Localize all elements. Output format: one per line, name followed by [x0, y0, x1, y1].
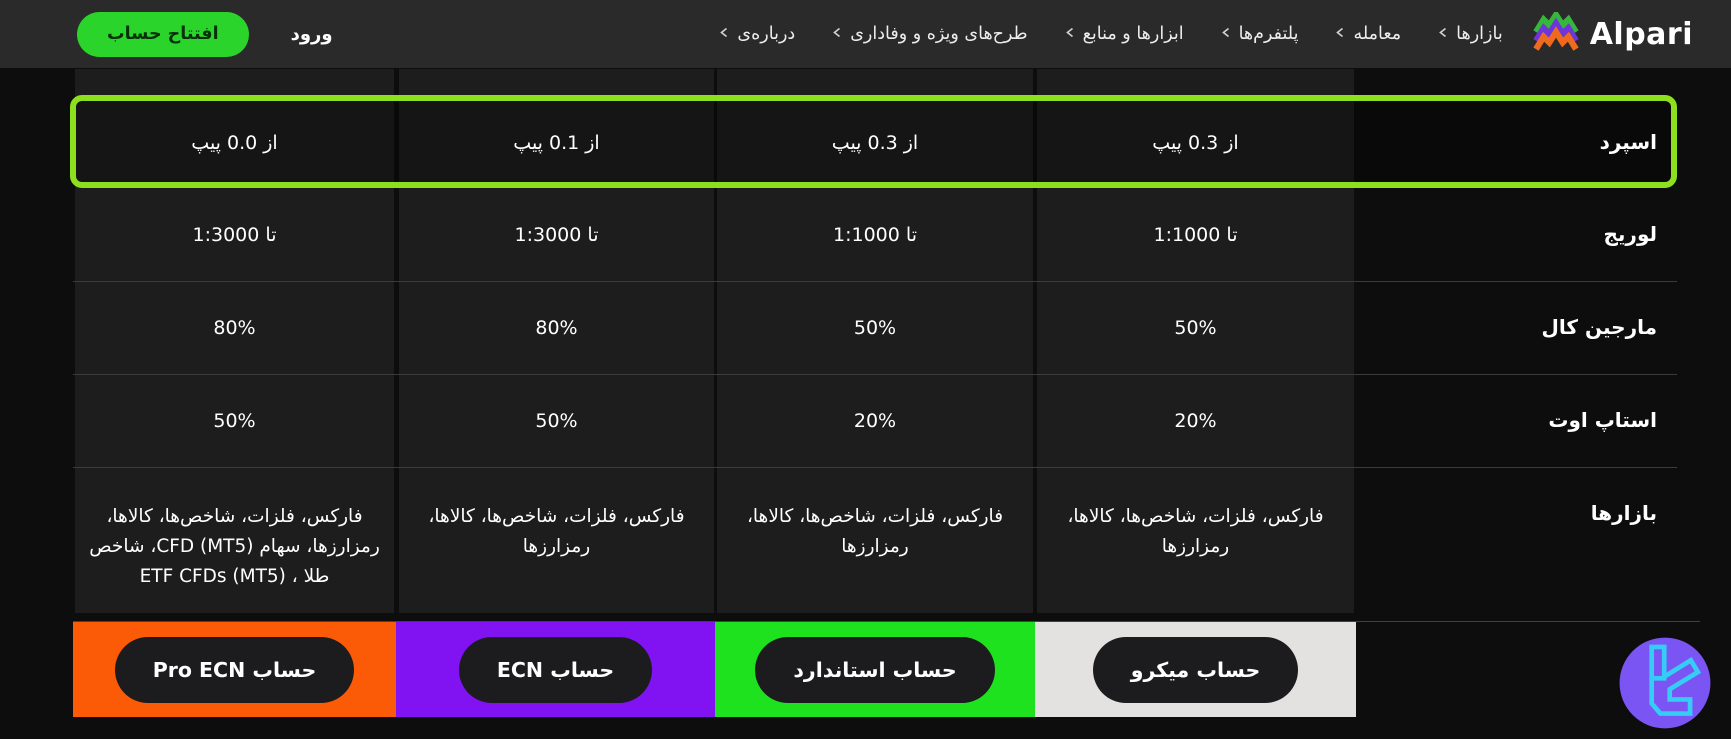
row-label-markets: بازارها	[1590, 501, 1657, 525]
column-stripe-ecn	[399, 69, 714, 613]
column-stripe-standard	[717, 69, 1033, 613]
row-label-leverage: لوریج	[1603, 222, 1658, 246]
nav-item-label: بازارها	[1456, 24, 1503, 44]
cell-markets-standard: فارکس، فلزات، شاخص‌ها، کالاها، رمزارزها	[746, 506, 1004, 557]
cell-margin-call-micro: 50%	[1174, 317, 1217, 339]
nav-item-0[interactable]: بازارها	[1438, 24, 1503, 44]
nav-item-3[interactable]: ابزارها و منابع	[1065, 24, 1184, 44]
open-account-button[interactable]: افتتاح حساب	[77, 11, 249, 57]
account-button-micro[interactable]: حساب میکرو	[1092, 636, 1299, 703]
row-label-margin-call: مارجین کال	[1541, 315, 1657, 339]
account-button-pro-ecn[interactable]: حساب Pro ECN	[114, 636, 355, 703]
cell-markets-pro-ecn: فارکس، فلزات، شاخص‌ها، کالاها، رمزارزها،…	[89, 506, 380, 587]
cell-stop-out-pro-ecn: 50%	[213, 410, 256, 432]
row-divider	[73, 621, 1700, 622]
account-button-ecn[interactable]: حساب ECN	[458, 636, 653, 703]
watermark-badge	[1618, 636, 1712, 730]
cell-margin-call-ecn: 80%	[535, 317, 578, 339]
accounts-comparison-table: اسپرد از 0.3 پیپ از 0.3 پیپ از 0.1 پیپ از 0.…	[0, 68, 1731, 739]
nav-item-2[interactable]: پلتفرم‌ها	[1221, 24, 1299, 44]
cell-markets-ecn: فارکس، فلزات، شاخص‌ها، کالاها، رمزارزها	[428, 506, 685, 557]
nav-item-1[interactable]: معامله	[1335, 24, 1401, 44]
cell-markets-micro: فارکس، فلزات، شاخص‌ها، کالاها، رمزارزها	[1067, 506, 1324, 557]
spread-row-highlight-box	[70, 95, 1677, 188]
nav-item-label: معامله	[1353, 24, 1402, 44]
account-button-standard[interactable]: حساب استاندارد	[755, 636, 995, 703]
row-divider	[73, 281, 1677, 282]
cell-spread-pro-ecn: از 0.0 پیپ	[191, 132, 278, 154]
chevron-left-icon	[1221, 24, 1231, 44]
column-stripe-pro-ecn	[75, 69, 394, 613]
login-link[interactable]: ورود	[290, 23, 333, 45]
cell-leverage-standard: تا 1:1000	[833, 224, 917, 246]
cell-stop-out-micro: 20%	[1174, 410, 1217, 432]
account-band-micro: حساب میکرو	[1035, 622, 1356, 717]
row-label-spread: اسپرد	[1599, 130, 1657, 154]
cell-margin-call-standard: 50%	[853, 317, 897, 339]
nav-item-label: طرح‌های ویژه و وفاداری	[850, 24, 1028, 44]
chevron-left-icon	[1335, 24, 1345, 44]
nav-item-label: درباره‌ی	[737, 24, 796, 44]
account-band-standard: حساب استاندارد	[715, 622, 1035, 717]
row-label-stop-out: استاپ اوت	[1548, 408, 1657, 432]
nav-item-4[interactable]: طرح‌های ویژه و وفاداری	[832, 24, 1028, 44]
row-divider	[73, 467, 1677, 468]
brand-name: Alpari	[1589, 16, 1693, 52]
cell-spread-ecn: از 0.1 پیپ	[513, 132, 600, 154]
nav-item-label: پلتفرم‌ها	[1238, 24, 1299, 44]
account-band-ecn: حساب ECN	[396, 622, 715, 717]
chevron-left-icon	[1438, 24, 1448, 44]
cell-spread-standard: از 0.3 پیپ	[831, 132, 919, 154]
nav-item-5[interactable]: درباره‌ی	[719, 24, 795, 44]
cell-stop-out-standard: 20%	[853, 410, 897, 432]
chevron-left-icon	[832, 24, 842, 44]
main-menu: بازارها معامله پلتفرم‌ها ابزارها و منابع طرح…	[719, 24, 1503, 44]
chevron-left-icon	[1065, 24, 1075, 44]
account-band-pro-ecn: حساب Pro ECN	[73, 622, 396, 717]
column-stripe-micro	[1037, 69, 1354, 613]
alpari-logo[interactable]: Alpari	[1533, 9, 1693, 56]
cell-margin-call-pro-ecn: 80%	[213, 317, 256, 339]
chevron-left-icon	[719, 24, 729, 44]
row-divider	[73, 374, 1677, 375]
cell-spread-micro: از 0.3 پیپ	[1152, 132, 1239, 154]
cell-stop-out-ecn: 50%	[535, 410, 578, 432]
nav-item-label: ابزارها و منابع	[1082, 24, 1184, 44]
cell-leverage-micro: تا 1:1000	[1153, 224, 1238, 246]
cell-leverage-pro-ecn: تا 1:3000	[192, 224, 277, 246]
top-navigation-bar: Alpari بازارها معامله پلتفرم‌ها ابزارها و م…	[0, 0, 1731, 68]
cell-leverage-ecn: تا 1:3000	[514, 224, 599, 246]
alpari-mountain-icon	[1533, 9, 1579, 56]
